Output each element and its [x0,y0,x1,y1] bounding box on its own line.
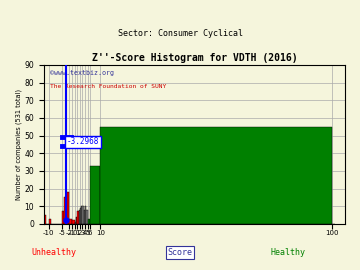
Bar [75,222,76,224]
Text: The Research Foundation of SUNY: The Research Foundation of SUNY [50,84,166,89]
Text: -3.2968: -3.2968 [67,137,99,146]
Bar [69,218,72,224]
Bar [85,206,86,224]
Bar [86,210,87,224]
Bar [76,217,77,224]
Text: ©www.textbiz.org: ©www.textbiz.org [50,70,114,76]
Bar [84,210,85,224]
Bar [62,211,64,224]
Title: Z''-Score Histogram for VDTH (2016): Z''-Score Histogram for VDTH (2016) [91,53,297,63]
Y-axis label: Number of companies (531 total): Number of companies (531 total) [15,89,22,200]
Bar [64,197,67,224]
Bar [90,166,100,224]
Bar [72,220,75,224]
Bar [49,218,51,224]
Bar [78,210,80,224]
Bar [82,206,84,224]
Bar [44,215,46,224]
Bar [87,218,90,224]
Bar [80,208,81,224]
Bar [67,192,69,224]
Text: Sector: Consumer Cyclical: Sector: Consumer Cyclical [117,29,243,38]
Text: Healthy: Healthy [270,248,306,257]
Bar [81,206,82,224]
Text: Unhealthy: Unhealthy [32,248,76,257]
Bar [77,211,78,224]
Text: Score: Score [167,248,193,257]
Bar [100,127,332,224]
